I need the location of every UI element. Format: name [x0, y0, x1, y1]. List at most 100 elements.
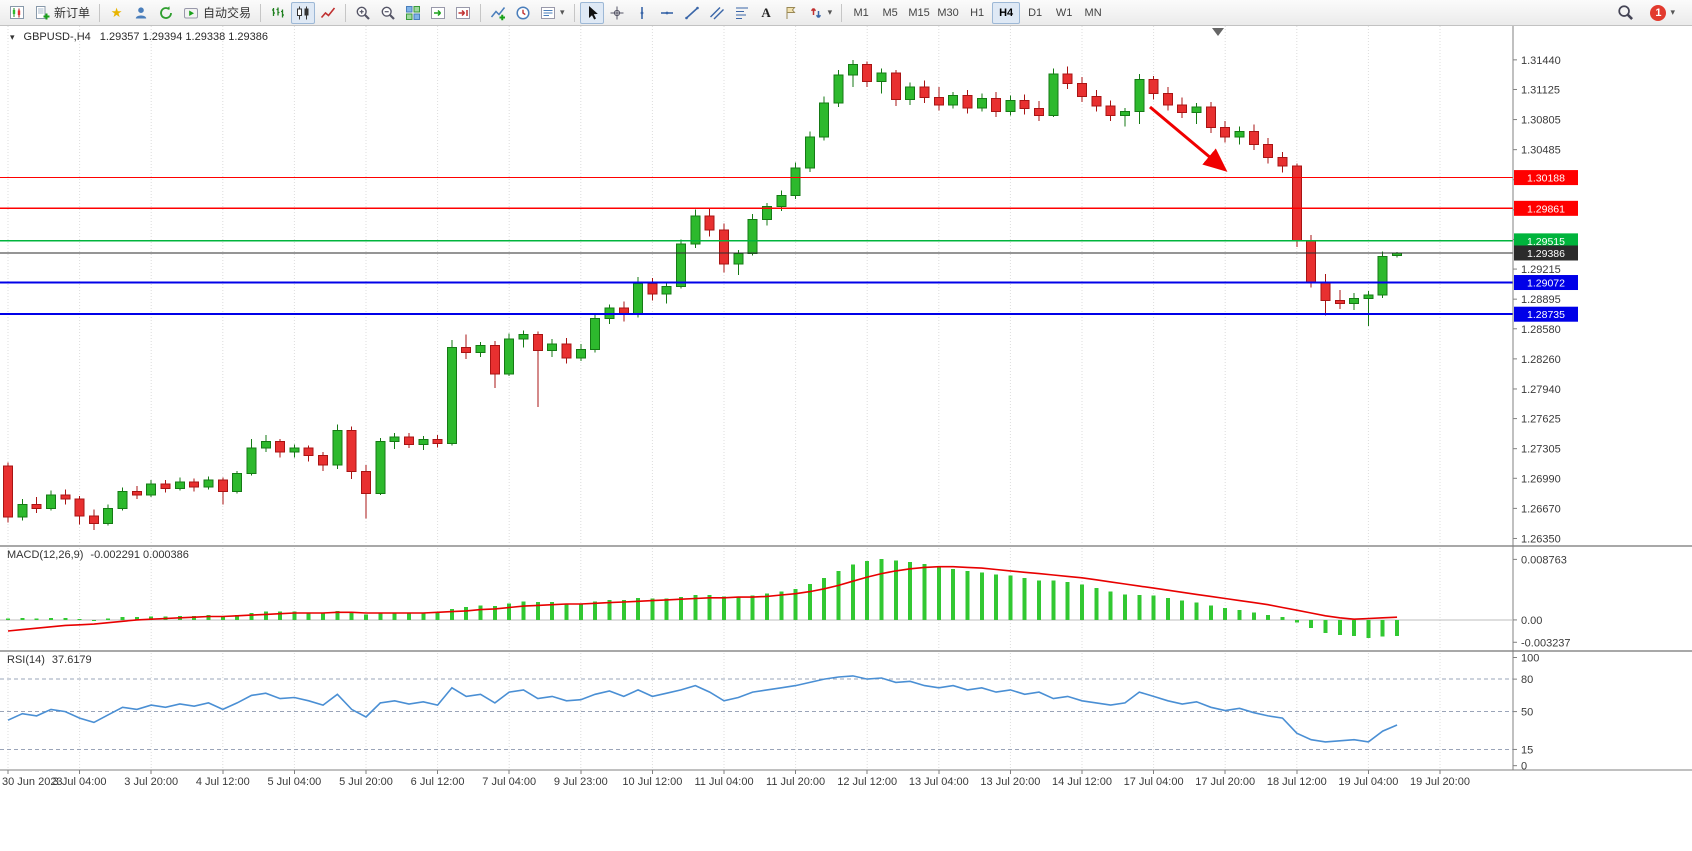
line-chart-icon: [320, 7, 336, 18]
indicators-plus-icon: [490, 6, 506, 20]
price-badges: 1.30188 1.29861 1.29515 1.29072 1.28735 1.293…: [1514, 170, 1578, 322]
templates-icon: [541, 6, 556, 19]
refresh-icon: [160, 5, 172, 19]
horizontal-line-tool-button[interactable]: [655, 2, 679, 24]
svg-text:100: 100: [1521, 652, 1539, 664]
svg-text:1.26670: 1.26670: [1521, 503, 1561, 515]
svg-text:11 Jul 20:00: 11 Jul 20:00: [766, 776, 825, 788]
candlestick-icon: [297, 6, 309, 19]
svg-text:15: 15: [1521, 744, 1533, 756]
zoom-out-button[interactable]: [376, 2, 400, 24]
trend-arrow-annotation[interactable]: [1149, 105, 1228, 172]
svg-text:0.00: 0.00: [1521, 615, 1542, 627]
macd-name: MACD(12,26,9): [7, 549, 84, 561]
tf-MN-button[interactable]: MN: [1079, 2, 1107, 24]
auto-scroll-button[interactable]: [426, 2, 450, 24]
trendline-tool-button[interactable]: [680, 2, 704, 24]
text-tool-button[interactable]: A: [755, 2, 778, 24]
chevron-down-icon: ▾: [827, 7, 833, 17]
svg-text:80: 80: [1521, 674, 1533, 686]
line-chart-button[interactable]: [316, 2, 340, 24]
favorites-button[interactable]: ★: [105, 2, 128, 24]
bar-chart-button[interactable]: [266, 2, 290, 24]
crosshair-tool-button[interactable]: [605, 2, 629, 24]
chart-shift-marker[interactable]: [1212, 28, 1224, 36]
refresh-button[interactable]: [154, 2, 178, 24]
svg-text:1.31440: 1.31440: [1521, 55, 1561, 67]
candle-chart-button[interactable]: [291, 1, 316, 24]
tile-windows-button[interactable]: [401, 2, 425, 24]
toolbar-separator: [99, 3, 101, 22]
fibonacci-tool-button[interactable]: [730, 2, 754, 24]
cursor-tool-button[interactable]: [579, 1, 604, 24]
vertical-line-icon: [640, 6, 643, 19]
svg-text:1.30485: 1.30485: [1521, 145, 1561, 157]
macd-panel: 0.008763 0.00 -0.003237: [0, 554, 1571, 649]
person-icon: [135, 6, 147, 18]
timeframe-toolbar: M1 M5 M15 M30 H1 H4 D1 W1 MN: [847, 1, 1107, 24]
channel-tool-button[interactable]: [705, 2, 729, 24]
new-chart-button[interactable]: [5, 2, 29, 24]
rsi-panel: 100 80 50 15 0: [0, 652, 1539, 773]
one-click-trading-toggle[interactable]: ▾: [10, 31, 15, 42]
indicators-button[interactable]: [486, 2, 510, 24]
notifications-button[interactable]: 1 ▾: [1646, 2, 1679, 24]
symbol-period-label: GBPUSD-,H4: [23, 31, 91, 43]
svg-text:9 Jul 23:00: 9 Jul 23:00: [554, 776, 608, 788]
tf-H4-button[interactable]: H4: [992, 1, 1021, 24]
new-order-label: 新订单: [54, 6, 91, 20]
toolbar: 新订单 ★ 自动交易 ▾ A ▾ M1 M5 M15 M30 H1 H4 D1 W1 MN: [0, 0, 1692, 26]
chart-header: ▾ GBPUSD-,H4 1.29357 1.29394 1.29338 1.2…: [10, 31, 268, 43]
zoom-in-button[interactable]: [351, 2, 375, 24]
periods-button[interactable]: [511, 2, 535, 24]
svg-text:17 Jul 20:00: 17 Jul 20:00: [1195, 776, 1255, 788]
search-button[interactable]: [1613, 2, 1638, 24]
cursor-icon: [588, 5, 598, 19]
toolbar-separator: [480, 3, 482, 22]
chart-shift-button[interactable]: [451, 2, 475, 24]
svg-text:10 Jul 12:00: 10 Jul 12:00: [622, 776, 682, 788]
search-icon: [1618, 5, 1634, 20]
profiles-button[interactable]: [129, 2, 153, 24]
label-tool-button[interactable]: [779, 2, 803, 24]
candlestick-series: [3, 59, 1403, 531]
tf-M15-button[interactable]: M15: [905, 2, 933, 24]
svg-text:5 Jul 20:00: 5 Jul 20:00: [339, 776, 393, 788]
autotrading-button[interactable]: 自动交易: [179, 2, 255, 24]
svg-text:1.29215: 1.29215: [1521, 264, 1561, 276]
vertical-line-tool-button[interactable]: [630, 2, 654, 24]
svg-text:1.26350: 1.26350: [1521, 533, 1561, 545]
tf-W1-button[interactable]: W1: [1050, 2, 1078, 24]
svg-text:1.26990: 1.26990: [1521, 473, 1561, 485]
chart-shift-icon: [456, 6, 471, 19]
tf-M30-button[interactable]: M30: [934, 2, 962, 24]
svg-text:3 Jul 20:00: 3 Jul 20:00: [124, 776, 178, 788]
flag-label-icon: [786, 6, 796, 19]
clock-icon: [516, 5, 530, 20]
rsi-value: 37.6179: [51, 654, 92, 666]
toolbar-separator: [573, 3, 575, 22]
tf-H1-button[interactable]: H1: [963, 2, 991, 24]
arrows-tool-button[interactable]: ▾: [804, 2, 837, 24]
svg-text:14 Jul 12:00: 14 Jul 12:00: [1052, 776, 1112, 788]
svg-text:1.27625: 1.27625: [1521, 414, 1561, 426]
svg-text:19 Jul 04:00: 19 Jul 04:00: [1338, 776, 1398, 788]
tf-M5-button[interactable]: M5: [876, 2, 904, 24]
new-order-button[interactable]: 新订单: [30, 2, 94, 24]
svg-text:1.29861: 1.29861: [1527, 203, 1565, 215]
rsi-name: RSI(14): [7, 654, 45, 666]
svg-text:1.28260: 1.28260: [1521, 354, 1561, 366]
grid-lines: [7, 26, 1441, 770]
tf-D1-button[interactable]: D1: [1021, 2, 1049, 24]
text-icon: A: [761, 4, 771, 20]
svg-text:1.30805: 1.30805: [1521, 115, 1561, 127]
svg-text:13 Jul 20:00: 13 Jul 20:00: [980, 776, 1040, 788]
svg-text:7 Jul 04:00: 7 Jul 04:00: [482, 776, 536, 788]
autotrading-icon: [184, 7, 199, 18]
horizontal-price-lines[interactable]: [0, 176, 1513, 316]
templates-button[interactable]: ▾: [536, 2, 569, 24]
toolbar-right-group: 1 ▾: [1613, 2, 1687, 24]
tf-M1-button[interactable]: M1: [847, 2, 875, 24]
